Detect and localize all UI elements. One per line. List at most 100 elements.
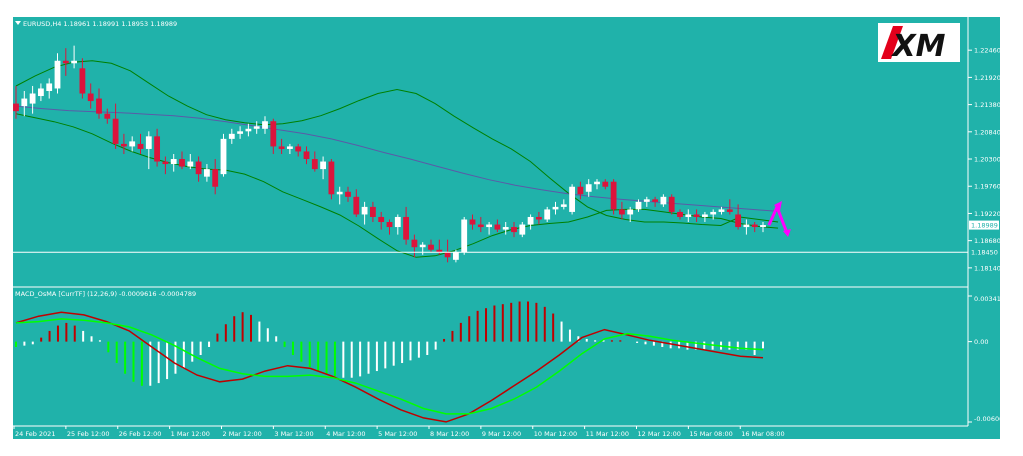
candle[interactable] <box>129 136 136 152</box>
candle-body <box>286 146 293 149</box>
candle[interactable] <box>519 222 526 238</box>
candle[interactable] <box>369 201 376 223</box>
candle[interactable] <box>569 184 576 215</box>
candle[interactable] <box>21 90 28 117</box>
candle[interactable] <box>79 58 86 99</box>
candle[interactable] <box>311 151 318 172</box>
candle[interactable] <box>635 199 642 212</box>
candle[interactable] <box>701 211 708 223</box>
candle[interactable] <box>87 83 94 109</box>
candle[interactable] <box>428 239 434 253</box>
candle[interactable] <box>743 219 750 235</box>
candle-body <box>245 128 252 132</box>
candle[interactable] <box>13 85 19 119</box>
candle[interactable] <box>560 199 567 210</box>
candle[interactable] <box>668 194 675 215</box>
candle[interactable] <box>452 249 459 263</box>
candle[interactable] <box>386 219 393 235</box>
candle[interactable] <box>262 116 268 134</box>
candle[interactable] <box>552 201 559 215</box>
candle[interactable] <box>444 239 451 263</box>
chart-window[interactable]: EURUSD,H4 1.18961 1.18991 1.18953 1.1898… <box>13 17 1009 439</box>
candle[interactable] <box>477 216 484 233</box>
candle[interactable] <box>618 201 625 220</box>
candle[interactable] <box>469 214 476 230</box>
candle[interactable] <box>54 53 61 94</box>
candle[interactable] <box>253 121 260 134</box>
candle[interactable] <box>245 123 252 137</box>
candle[interactable] <box>145 131 152 170</box>
candle[interactable] <box>403 206 410 245</box>
candle[interactable] <box>461 216 468 255</box>
candle[interactable] <box>112 103 119 149</box>
candle[interactable] <box>394 214 401 235</box>
candle[interactable] <box>328 159 335 200</box>
candle[interactable] <box>602 179 609 190</box>
candle[interactable] <box>220 133 227 177</box>
candle[interactable] <box>212 159 219 195</box>
candle[interactable] <box>46 78 53 99</box>
candle[interactable] <box>295 143 302 157</box>
candle[interactable] <box>643 196 650 207</box>
price-pane[interactable] <box>13 45 968 263</box>
candle[interactable] <box>71 45 78 69</box>
candle[interactable] <box>585 179 592 197</box>
candle[interactable] <box>286 143 293 154</box>
candle[interactable] <box>726 199 733 215</box>
candle[interactable] <box>37 83 44 102</box>
candle[interactable] <box>278 138 285 154</box>
candle[interactable] <box>610 179 617 215</box>
candle[interactable] <box>154 128 161 167</box>
candle[interactable] <box>544 206 551 223</box>
candle[interactable] <box>527 214 534 230</box>
candle[interactable] <box>502 222 509 235</box>
candle[interactable] <box>494 219 501 233</box>
candle[interactable] <box>96 88 102 119</box>
candle[interactable] <box>378 211 385 230</box>
candle[interactable] <box>652 196 659 207</box>
candle[interactable] <box>685 209 692 223</box>
candle[interactable] <box>751 222 758 233</box>
candle[interactable] <box>162 156 169 175</box>
dropdown-triangle-icon[interactable] <box>15 21 21 25</box>
candle[interactable] <box>62 48 69 76</box>
candle[interactable] <box>419 242 426 255</box>
candle[interactable] <box>718 206 725 215</box>
candle[interactable] <box>577 181 584 200</box>
candle[interactable] <box>170 153 177 172</box>
candle[interactable] <box>104 108 111 124</box>
candle[interactable] <box>270 118 277 154</box>
candle[interactable] <box>760 222 766 233</box>
candle[interactable] <box>179 151 185 170</box>
candle[interactable] <box>320 156 327 180</box>
candle[interactable] <box>228 128 235 144</box>
candle[interactable] <box>303 146 310 165</box>
candle[interactable] <box>187 153 194 170</box>
candle[interactable] <box>203 164 210 182</box>
candle[interactable] <box>336 186 343 205</box>
candle[interactable] <box>361 201 368 225</box>
candle[interactable] <box>486 222 493 235</box>
candle[interactable] <box>693 209 700 223</box>
candle[interactable] <box>345 186 351 202</box>
candle[interactable] <box>627 206 634 223</box>
candle[interactable] <box>735 204 742 230</box>
chart-canvas[interactable]: EURUSD,H4 1.18961 1.18991 1.18953 1.1898… <box>13 17 1009 439</box>
candle[interactable] <box>29 85 36 114</box>
candle[interactable] <box>535 211 542 225</box>
candle-body <box>469 219 476 225</box>
candle[interactable] <box>120 133 127 154</box>
candle[interactable] <box>710 209 717 220</box>
candle[interactable] <box>411 234 418 258</box>
candle[interactable] <box>594 179 600 190</box>
macd-pane[interactable] <box>15 301 764 423</box>
candle[interactable] <box>511 222 517 238</box>
candle[interactable] <box>137 133 144 154</box>
candle[interactable] <box>237 126 244 139</box>
candle-body <box>162 161 169 165</box>
candle[interactable] <box>353 189 360 217</box>
candle[interactable] <box>677 209 683 220</box>
candle[interactable] <box>195 156 202 182</box>
candle[interactable] <box>660 194 667 207</box>
macd-axis: 0.0034109 0.00 -0.006009 <box>968 295 1009 423</box>
